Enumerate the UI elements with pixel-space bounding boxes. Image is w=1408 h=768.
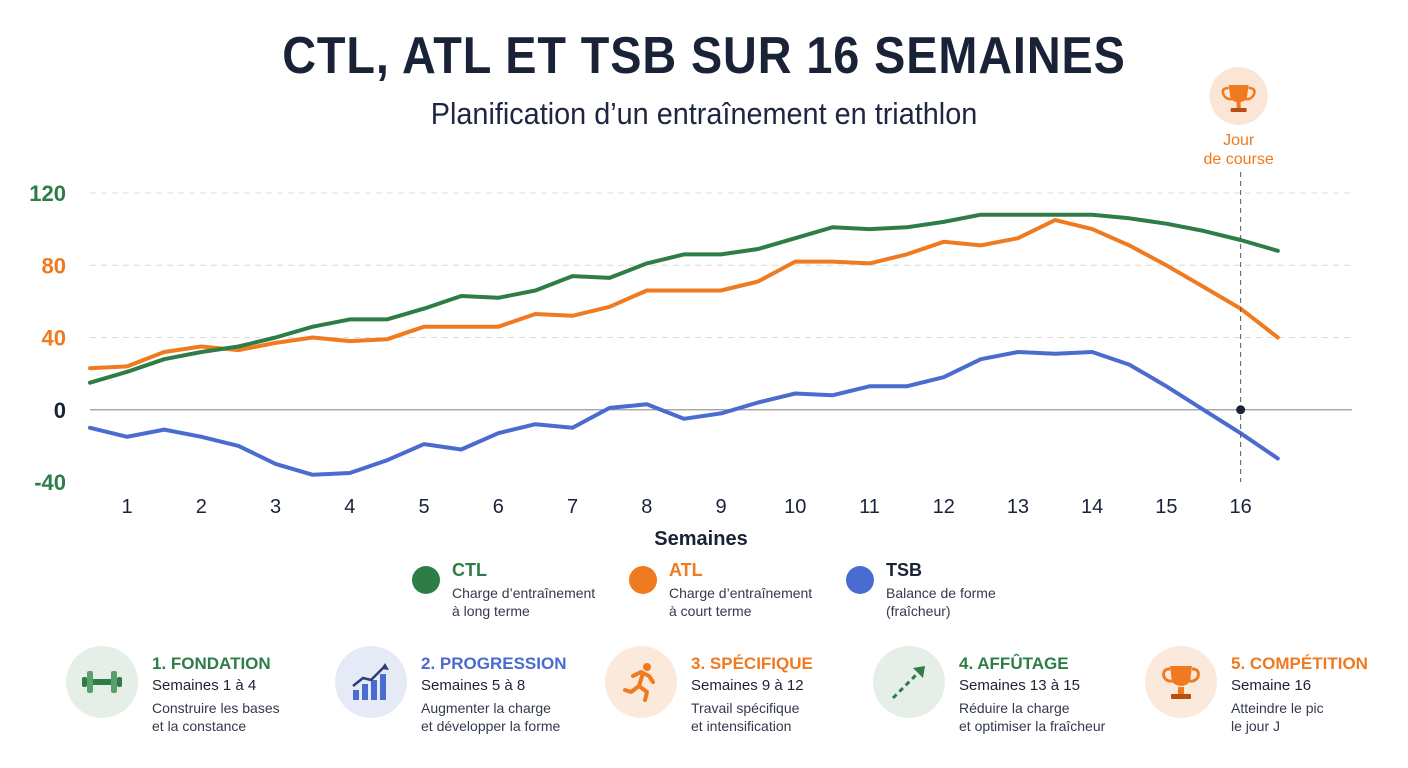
legend-ctl-name: CTL [452,560,487,580]
legend-atl-swatch [629,566,657,594]
x-tick-label: 13 [1007,496,1029,518]
x-tick-label: 3 [270,496,281,518]
phase-5-title: 5. COMPÉTITION [1231,654,1368,673]
runner-icon [623,663,655,702]
y-tick-label: 0 [54,398,66,423]
series-lines [88,212,1280,477]
trophy-icon [1221,85,1256,112]
x-tick-label: 9 [715,496,726,518]
x-tick-label: 5 [418,496,429,518]
phase-5-desc: Atteindre le pic le jour J [1231,699,1406,735]
taper-arrow-icon [891,666,925,700]
series-line-ctl [88,212,1280,385]
x-tick-label: 11 [859,496,880,518]
legend-atl-desc-line2: à court terme [669,603,752,619]
phase-1-title: 1. FONDATION [152,654,271,673]
legend-tsb-desc: Balance de forme (fraîcheur) [886,584,1056,620]
y-tick-label: 120 [29,181,66,206]
phase-affutage: 4. AFFÛTAGE Semaines 13 à 15 Réduire la … [873,646,1133,746]
legend-tsb-desc-line2: (fraîcheur) [886,603,951,619]
x-tick-label: 14 [1081,496,1103,518]
phase-5-desc-line1: Atteindre le pic [1231,700,1324,716]
phase-1-desc-line1: Construire les bases [152,700,280,716]
legend-atl-desc: Charge d’entraînement à court terme [669,584,839,620]
phase-4-icon-badge [873,646,945,718]
legend-ctl-desc-line2: à long terme [452,603,530,619]
dumbbell-icon [82,671,122,693]
phase-1-desc-line2: et la constance [152,718,247,734]
legend-tsb-desc-line1: Balance de forme [886,585,996,601]
phase-3-weeks: Semaines 9 à 12 [691,677,804,694]
phase-4-desc: Réduire la charge et optimiser la fraîche… [959,699,1134,735]
phase-2-weeks: Semaines 5 à 8 [421,677,526,694]
phase-5-desc-line2: le jour J [1231,718,1281,734]
phase-4-desc-line2: et optimiser la fraîcheur [959,718,1106,734]
page-subtitle: Planification d’un entraînement en triat… [430,96,978,131]
x-tick-label: 16 [1230,496,1252,518]
phase-2-title: 2. PROGRESSION [421,654,567,673]
page-title: CTL, ATL ET TSB SUR 16 SEMAINES [282,27,1126,85]
x-tick-label: 7 [567,496,578,518]
y-tick-label: -40 [34,470,66,495]
chart-legend: CTL Charge d’entraînement à long terme AT… [0,560,1408,630]
phase-2-desc-line1: Augmenter la charge [421,700,551,716]
legend-atl-desc-line1: Charge d’entraînement [669,585,813,601]
phase-3-title: 3. SPÉCIFIQUE [691,654,813,673]
x-axis-ticks: 1 2 3 4 5 6 7 8 9 10 11 12 13 14 15 16 [122,496,1252,518]
phase-1-weeks: Semaines 1 à 4 [152,677,257,694]
x-tick-label: 8 [641,496,652,518]
phase-4-title: 4. AFFÛTAGE [959,654,1069,673]
x-tick-label: 4 [344,496,355,518]
x-tick-label: 10 [784,496,806,518]
phase-fondation: 1. FONDATION Semaines 1 à 4 Construire l… [66,646,326,746]
phase-1-desc: Construire les bases et la constance [152,699,327,735]
phase-5-icon-badge [1145,646,1217,718]
legend-atl-name: ATL [669,560,703,580]
race-day-point [1236,405,1246,415]
race-day-marker: Jour de course [1204,67,1274,482]
phase-specifique: 3. SPÉCIFIQUE Semaines 9 à 12 Travail sp… [605,646,865,746]
phase-1-icon-badge [66,646,138,718]
phase-3-desc: Travail spécifique et intensification [691,699,866,735]
legend-ctl-desc: Charge d’entraînement à long terme [452,584,622,620]
phase-4-weeks: Semaines 13 à 15 [959,677,1080,694]
y-axis-ticks: 120 80 40 0 -40 [29,181,66,495]
legend-tsb-swatch [846,566,874,594]
phase-2-icon-badge [335,646,407,718]
legend-tsb-name: TSB [886,560,922,580]
race-day-label-line1: Jour [1223,132,1255,149]
phase-3-desc-line2: et intensification [691,718,792,734]
race-day-label-line2: de course [1204,151,1274,168]
x-tick-label: 1 [122,496,133,518]
y-tick-label: 80 [42,253,66,278]
legend-ctl-swatch [412,566,440,594]
training-phases: 1. FONDATION Semaines 1 à 4 Construire l… [0,640,1408,750]
legend-ctl-desc-line1: Charge d’entraînement [452,585,596,601]
series-line-tsb [88,350,1280,477]
growth-chart-icon [352,663,389,700]
phase-3-desc-line1: Travail spécifique [691,700,800,716]
x-axis-title: Semaines [654,528,747,550]
phase-5-weeks: Semaine 16 [1231,677,1312,694]
phase-3-icon-badge [605,646,677,718]
x-tick-label: 15 [1155,496,1177,518]
x-tick-label: 6 [493,496,504,518]
phase-2-desc-line2: et développer la forme [421,718,561,734]
phase-progression: 2. PROGRESSION Semaines 5 à 8 Augmenter … [335,646,595,746]
grid-lines [90,192,1352,411]
trophy-icon [1162,666,1200,699]
y-tick-label: 40 [42,326,66,351]
phase-2-desc: Augmenter la charge et développer la form… [421,699,596,735]
x-tick-label: 12 [933,496,955,518]
phase-4-desc-line1: Réduire la charge [959,700,1070,716]
phase-competition: 5. COMPÉTITION Semaine 16 Atteindre le p… [1145,646,1405,746]
series-line-atl [88,218,1280,371]
x-tick-label: 2 [196,496,207,518]
